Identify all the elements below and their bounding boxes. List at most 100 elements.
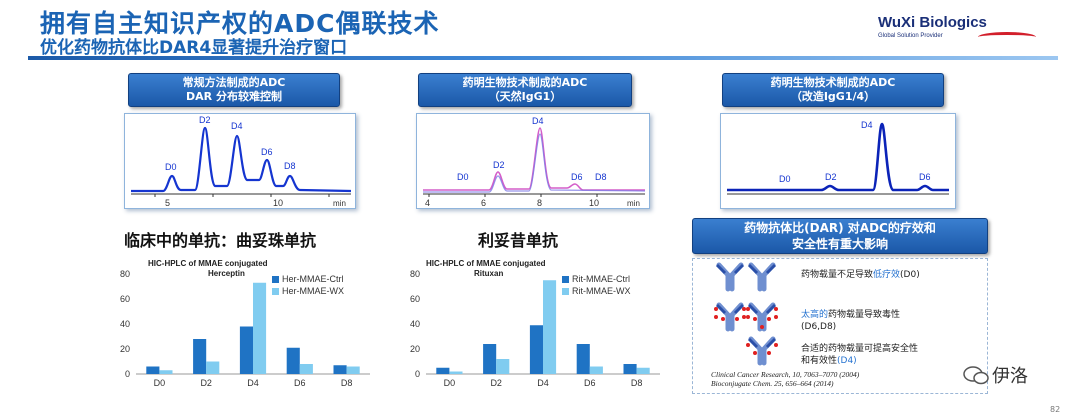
axis-tick-label: 5 <box>165 198 170 208</box>
chromatogram-trace-magenta <box>423 127 645 191</box>
hplc-label-line2: （天然IgG1） <box>488 90 562 103</box>
antibody-d0b-icon <box>749 265 775 289</box>
info-highlight: 低疗效 <box>873 270 901 280</box>
bar-Her-MMAE-WX-D4 <box>253 282 267 374</box>
bar-Rit-MMAE-WX-D8 <box>636 367 650 374</box>
bar-Her-MMAE-Ctrl-D6 <box>286 347 300 374</box>
bar-Her-MMAE-WX-D6 <box>299 364 313 374</box>
bar-Her-MMAE-WX-D8 <box>346 366 360 374</box>
page-number: 82 <box>1050 405 1061 414</box>
hplc-chromatogram-conventional: D0 D2 D4 D6 D8 5 10 min <box>124 113 356 209</box>
antibody-d6-icon <box>714 305 746 329</box>
axis-tick-label: 8 <box>537 198 542 208</box>
bar-Rit-MMAE-WX-D6 <box>589 366 603 374</box>
info-text: 合适的药物载量可提高安全性 <box>801 344 919 354</box>
legend-label: Rit-MMAE-WX <box>572 286 631 296</box>
hplc-label-line1: 常规方法制成的ADC <box>182 76 286 89</box>
x-tick-label: D2 <box>200 378 212 388</box>
wechat-icon <box>963 366 989 385</box>
dar-importance-header: 药物抗体比(DAR) 对ADC的疗效和 安全性有重大影响 <box>692 218 988 254</box>
bar-Her-MMAE-WX-D0 <box>159 370 173 374</box>
legend-label: Her-MMAE-Ctrl <box>282 274 344 284</box>
bar-chart-rituxan: HIC-HPLC of MMAE conjugated Rituxan 0 20 4… <box>410 259 660 388</box>
chromatogram-trace-purple <box>423 133 646 193</box>
antibody-d0-icon <box>717 265 743 289</box>
chromatogram-trace <box>727 122 949 192</box>
y-tick-label: 40 <box>410 319 420 329</box>
peak-label-d2: D2 <box>493 160 505 170</box>
logo-tagline: Global Solution Provider <box>878 33 943 39</box>
bar-chart-herceptin: HIC-HPLC of MMAE conjugated Herceptin 0 2… <box>120 259 370 388</box>
bar-Rit-MMAE-Ctrl-D6 <box>576 344 590 374</box>
hplc-label-line1: 药明生物技术制成的ADC <box>770 76 896 89</box>
y-tick-label: 40 <box>120 319 130 329</box>
bar-Her-MMAE-Ctrl-D4 <box>239 326 253 374</box>
peak-label-d4: D4 <box>231 121 243 131</box>
chart-title: HIC-HPLC of MMAE conjugated <box>426 259 546 268</box>
axis-tick-label: 4 <box>425 198 430 208</box>
dar-header-line1: 药物抗体比(DAR) 对ADC的疗效和 <box>744 221 936 235</box>
info-text: 药物载量不足导致 <box>801 270 874 280</box>
y-tick-label: 80 <box>410 269 420 279</box>
peak-label-d0: D0 <box>457 172 469 182</box>
info-text: (D0) <box>900 270 920 280</box>
peak-label-d4: D4 <box>861 120 873 130</box>
legend-swatch <box>272 276 279 283</box>
title-divider <box>28 56 1058 60</box>
x-tick-label: D8 <box>341 378 353 388</box>
dar-info-panel: 药物载量不足导致低疗效(D0) 太高的药物载量导致毒性 (D6,D8) 合适的药… <box>692 258 988 394</box>
hplc-label-engineered-igg: 药明生物技术制成的ADC （改造IgG1/4） <box>722 73 944 107</box>
y-tick-label: 0 <box>415 369 420 379</box>
axis-unit-label: min <box>333 199 346 208</box>
logo-swoosh-icon <box>978 32 1036 42</box>
info-row-low-efficacy: 药物载量不足导致低疗效(D0) <box>801 269 920 281</box>
axis-unit-label: min <box>627 199 640 208</box>
y-tick-label: 60 <box>410 294 420 304</box>
y-tick-label: 20 <box>120 344 130 354</box>
peak-label-d6: D6 <box>261 147 273 157</box>
peak-label-d4: D4 <box>532 116 544 126</box>
section-title-rituxan: 利妥昔单抗 <box>478 231 559 250</box>
antibody-illustrations <box>714 259 778 369</box>
hplc-label-line1: 药明生物技术制成的ADC <box>462 76 588 89</box>
bar-Rit-MMAE-Ctrl-D2 <box>483 344 497 374</box>
bar-Rit-MMAE-WX-D4 <box>543 280 557 374</box>
wechat-account-name: 伊洛 <box>992 366 1028 387</box>
info-text: (D6,D8) <box>801 322 837 332</box>
chart-subtitle: Herceptin <box>208 269 245 278</box>
bar-Rit-MMAE-Ctrl-D0 <box>436 367 450 374</box>
bar-Rit-MMAE-WX-D0 <box>449 371 463 374</box>
info-row-toxicity: 太高的药物载量导致毒性 (D6,D8) <box>801 309 900 333</box>
section-title-herceptin: 临床中的单抗：曲妥珠单抗 <box>124 231 317 250</box>
info-text: 药物载量导致毒性 <box>828 310 901 320</box>
page-title: 拥有自主知识产权的ADC偶联技术 <box>40 9 440 38</box>
x-tick-label: D4 <box>537 378 549 388</box>
reference-1: Clinical Cancer Research, 10, 7063–7070 … <box>711 370 860 379</box>
x-tick-label: D6 <box>584 378 596 388</box>
legend-label: Her-MMAE-WX <box>282 286 344 296</box>
x-tick-label: D6 <box>294 378 306 388</box>
y-tick-label: 60 <box>120 294 130 304</box>
chromatogram-trace <box>131 126 352 193</box>
bar-Rit-MMAE-Ctrl-D8 <box>623 364 637 374</box>
axis-tick-label: 10 <box>589 198 599 208</box>
info-highlight: (D4) <box>837 356 857 366</box>
reference-2: Bioconjugate Chem. 25, 656–664 (2014) <box>711 379 834 388</box>
chart-title: HIC-HPLC of MMAE conjugated <box>148 259 268 268</box>
chart-subtitle: Rituxan <box>474 269 503 278</box>
peak-label-d2: D2 <box>199 115 211 125</box>
logo-name: WuXi Biologics <box>878 14 987 31</box>
peak-label-d0: D0 <box>779 174 791 184</box>
wechat-watermark: 伊洛 <box>960 360 1070 390</box>
antibody-d4-icon <box>746 339 778 363</box>
x-tick-label: D2 <box>490 378 502 388</box>
hplc-label-line2: （改造IgG1/4） <box>790 90 876 103</box>
peak-label-d6: D6 <box>919 172 931 182</box>
bar-Her-MMAE-WX-D2 <box>206 361 220 374</box>
axis-tick-label: 6 <box>481 198 486 208</box>
axis-tick-label: 10 <box>273 198 283 208</box>
hplc-label-natural-igg1: 药明生物技术制成的ADC （天然IgG1） <box>418 73 632 107</box>
peak-label-d0: D0 <box>165 162 177 172</box>
bar-Rit-MMAE-Ctrl-D4 <box>529 325 543 374</box>
info-highlight: 太高的 <box>801 310 829 320</box>
